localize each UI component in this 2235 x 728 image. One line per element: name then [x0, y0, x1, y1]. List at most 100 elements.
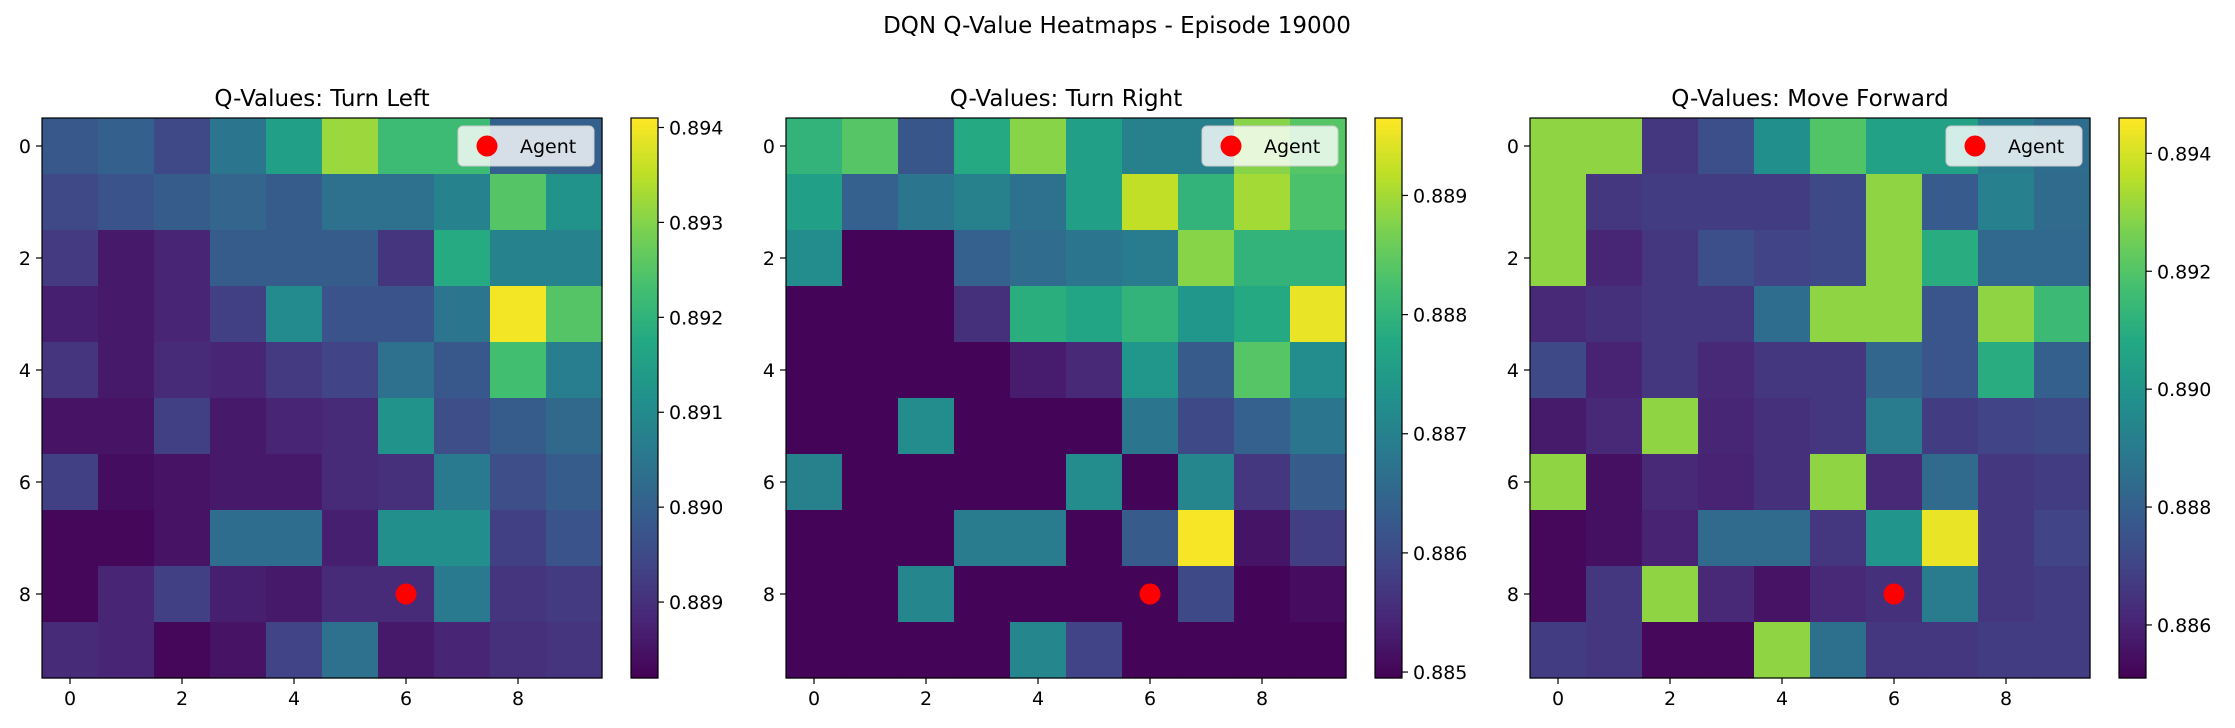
- axes-frame: [41, 117, 603, 679]
- colorbar-segment: [631, 238, 658, 243]
- colorbar-segment: [1375, 650, 1402, 655]
- heatmap-cell: [434, 230, 491, 287]
- heatmap-cell: [2034, 342, 2091, 399]
- heatmap-cell: [322, 566, 379, 623]
- colorbar-segment: [631, 306, 658, 311]
- heatmap-cell: [1978, 398, 2035, 455]
- colorbar-segment: [631, 270, 658, 275]
- heatmap-cell: [898, 566, 955, 623]
- axes-frame: [1529, 117, 2091, 679]
- colorbar-segment: [1375, 250, 1402, 255]
- heatmap-cell: [2034, 286, 2091, 343]
- colorbar-segment: [2119, 334, 2146, 339]
- colorbar-segment: [1375, 506, 1402, 511]
- colorbar-segment: [2119, 466, 2146, 471]
- colorbar-segment: [631, 614, 658, 619]
- colorbar-segment: [1375, 614, 1402, 619]
- heatmap-cell: [378, 286, 435, 343]
- heatmap-cell: [1530, 342, 1587, 399]
- colorbar-segment: [2119, 194, 2146, 199]
- y-tick-label: 2: [1507, 248, 1519, 270]
- legend: Agent: [1201, 125, 1339, 167]
- heatmap-cell: [1586, 118, 1643, 175]
- heatmap-cell: [1978, 510, 2035, 567]
- colorbar-segment: [631, 258, 658, 263]
- heatmap-cell: [434, 398, 491, 455]
- colorbar-segment: [1375, 446, 1402, 451]
- heatmap-cell: [266, 342, 323, 399]
- heatmap-cell: [898, 230, 955, 287]
- colorbar-segment: [1375, 534, 1402, 539]
- colorbar-segment: [1375, 202, 1402, 207]
- colorbar-segment: [1375, 246, 1402, 251]
- colorbar-tick-label: 0.891: [669, 402, 723, 424]
- colorbar-segment: [1375, 378, 1402, 383]
- colorbar-segment: [631, 590, 658, 595]
- heatmap-cell: [1810, 230, 1867, 287]
- colorbar-segment: [2119, 618, 2146, 623]
- heatmap-cell: [1066, 510, 1123, 567]
- colorbar-segment: [1375, 362, 1402, 367]
- colorbar-segment: [1375, 346, 1402, 351]
- heatmap-cell: [210, 398, 267, 455]
- colorbar-segment: [1375, 414, 1402, 419]
- heatmap-cell: [786, 230, 843, 287]
- colorbar-segment: [1375, 366, 1402, 371]
- colorbar-segment: [2119, 666, 2146, 671]
- heatmap-cell: [1122, 174, 1179, 231]
- heatmap-cell: [786, 454, 843, 511]
- heatmap-cell: [1066, 342, 1123, 399]
- colorbar-segment: [631, 350, 658, 355]
- colorbar-segment: [1375, 234, 1402, 239]
- colorbar-segment: [2119, 490, 2146, 495]
- colorbar-segment: [2119, 378, 2146, 383]
- heatmap-cell: [786, 566, 843, 623]
- x-tick-label: 8: [512, 688, 524, 710]
- colorbar-segment: [631, 386, 658, 391]
- heatmap-cell: [266, 286, 323, 343]
- colorbar-segment: [2119, 494, 2146, 499]
- colorbar-segment: [1375, 610, 1402, 615]
- colorbar-segment: [1375, 274, 1402, 279]
- heatmap-cell: [1234, 454, 1291, 511]
- colorbar-segment: [631, 334, 658, 339]
- heatmap-cell: [2034, 622, 2091, 679]
- colorbar-segment: [1375, 398, 1402, 403]
- heatmap-cell: [1586, 566, 1643, 623]
- colorbar-segment: [631, 522, 658, 527]
- colorbar-segment: [631, 150, 658, 155]
- colorbar-segment: [1375, 382, 1402, 387]
- colorbar-segment: [2119, 362, 2146, 367]
- heatmap-cell: [842, 342, 899, 399]
- heatmap-cell: [1866, 174, 1923, 231]
- colorbar-segment: [1375, 158, 1402, 163]
- heatmap-cell: [1642, 566, 1699, 623]
- colorbar-segment: [631, 666, 658, 671]
- heatmap-cell: [1810, 118, 1867, 175]
- heatmap-cell: [98, 510, 155, 567]
- colorbar-segment: [631, 158, 658, 163]
- heatmap-cell: [1698, 622, 1755, 679]
- colorbar-tick-label: 0.893: [669, 212, 723, 234]
- heatmap-cell: [322, 622, 379, 679]
- heatmap-cell: [1122, 510, 1179, 567]
- colorbar-segment: [631, 602, 658, 607]
- colorbar-segment: [2119, 234, 2146, 239]
- colorbar-segment: [1375, 406, 1402, 411]
- heatmap-cell: [154, 398, 211, 455]
- colorbar-segment: [1375, 518, 1402, 523]
- colorbar-segment: [1375, 590, 1402, 595]
- colorbar-segment: [2119, 546, 2146, 551]
- colorbar-segment: [2119, 342, 2146, 347]
- colorbar-segment: [1375, 646, 1402, 651]
- panel-title: Q-Values: Turn Right: [950, 86, 1183, 112]
- colorbar-segment: [1375, 342, 1402, 347]
- colorbar-segment: [1375, 606, 1402, 611]
- x-tick-label: 2: [1664, 688, 1676, 710]
- heatmap-cell: [154, 230, 211, 287]
- heatmap-cell: [1010, 510, 1067, 567]
- colorbar-segment: [631, 182, 658, 187]
- y-tick-label: 2: [763, 248, 775, 270]
- colorbar-tick-label: 0.887: [1413, 424, 1467, 446]
